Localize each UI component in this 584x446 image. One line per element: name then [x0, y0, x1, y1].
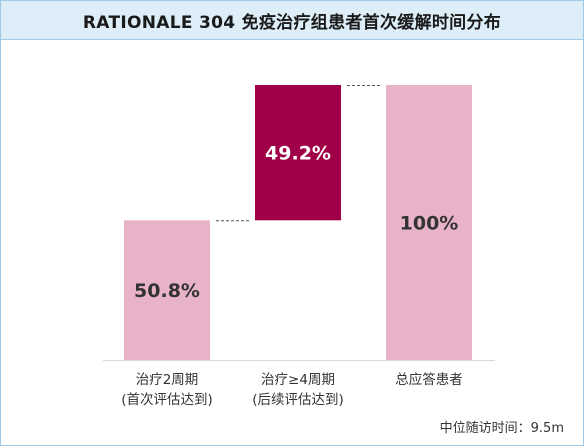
- title-bar: RATIONALE 304 免疫治疗组患者首次缓解时间分布: [1, 1, 583, 40]
- category-label-2: 治疗≥4周期: [261, 372, 335, 388]
- chart-title: RATIONALE 304 免疫治疗组患者首次缓解时间分布: [82, 12, 502, 33]
- bar-1: [124, 220, 210, 360]
- median-followup-note: 中位随访时间：9.5m: [439, 421, 564, 436]
- bar-2: [255, 85, 341, 221]
- category-label-1: 治疗2周期: [136, 372, 199, 388]
- data-label-3: 100%: [400, 213, 459, 235]
- category-label-1-sub: (首次评估达到): [121, 392, 213, 408]
- bar-3: [386, 85, 472, 360]
- category-label-3: 总应答患者: [395, 371, 463, 388]
- data-label-2: 49.2%: [265, 143, 331, 165]
- category-label-2-sub: (后续评估达到): [252, 392, 344, 408]
- data-label-1: 50.8%: [134, 280, 200, 302]
